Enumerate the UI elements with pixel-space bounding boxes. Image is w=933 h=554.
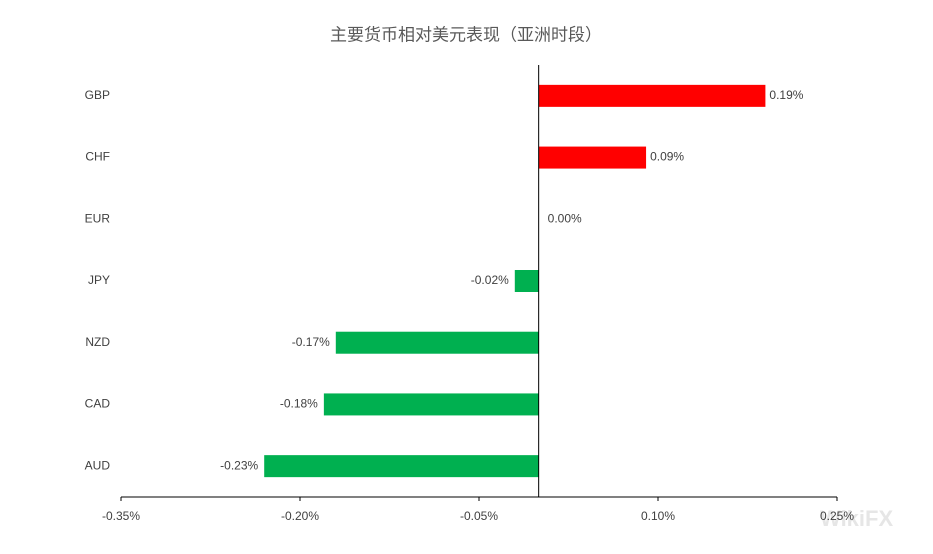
y-tick-label: NZD — [85, 335, 110, 349]
y-tick-label: CHF — [85, 150, 110, 164]
bar — [323, 393, 539, 416]
y-tick-label: GBP — [85, 88, 110, 102]
bar — [264, 455, 539, 478]
chart-title: 主要货币相对美元表现（亚洲时段） — [330, 25, 602, 44]
x-tick-label: -0.20% — [281, 509, 319, 523]
bar — [538, 84, 766, 107]
x-tick-label: -0.35% — [102, 509, 140, 523]
x-tick-label: 0.10% — [641, 509, 675, 523]
y-tick-label: EUR — [85, 211, 111, 225]
y-tick-label: AUD — [85, 458, 111, 472]
bar — [514, 270, 539, 292]
value-label: -0.17% — [292, 335, 330, 349]
value-label: -0.18% — [280, 397, 318, 411]
watermark: WikiFX — [820, 506, 893, 531]
y-tick-label: CAD — [85, 397, 111, 411]
bar — [335, 331, 539, 354]
y-tick-label: JPY — [88, 273, 110, 287]
value-label: 0.00% — [548, 211, 582, 225]
x-tick-label: 0.25% — [820, 509, 854, 523]
value-label: 0.09% — [650, 150, 684, 164]
value-label: 0.19% — [769, 88, 803, 102]
bar — [538, 146, 647, 169]
x-tick-label: -0.05% — [460, 509, 498, 523]
value-label: -0.02% — [471, 273, 509, 287]
value-label: -0.23% — [220, 458, 258, 472]
